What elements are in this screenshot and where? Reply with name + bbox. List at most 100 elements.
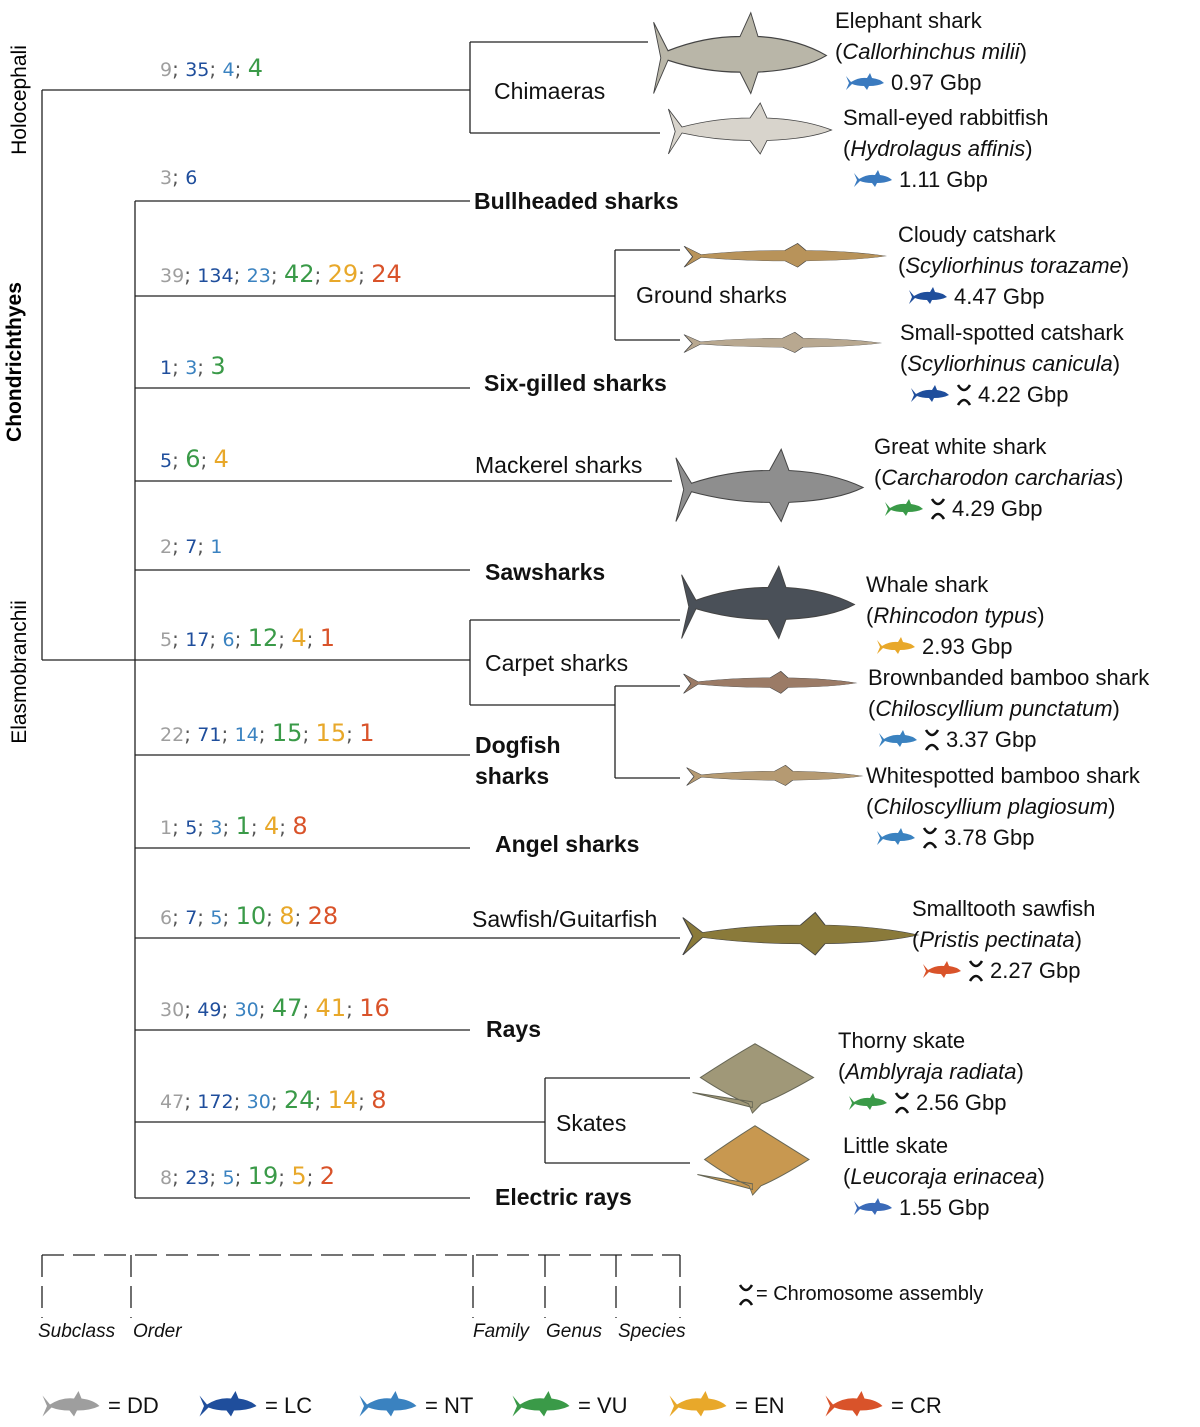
genome-line: 0.97 Gbp — [845, 67, 1027, 98]
latin-name: Rhincodon typus — [873, 603, 1038, 628]
order-label: Dogfish sharks — [475, 732, 561, 789]
status-icon — [909, 286, 947, 304]
status-icon — [359, 1391, 417, 1417]
count: 14 — [327, 1086, 359, 1114]
legend-label: = DD — [108, 1393, 159, 1418]
separator: ; — [197, 905, 211, 929]
order-label: Bullheaded sharks — [474, 188, 679, 214]
separator: ; — [172, 627, 186, 651]
genome-size: 3.37 Gbp — [946, 727, 1037, 752]
level-label: Order — [133, 1321, 182, 1342]
class-label: Chondrichthyes — [3, 282, 26, 442]
order-label: Skates — [556, 1110, 627, 1136]
chromosome-icon — [924, 728, 940, 751]
species-info: Small-eyed rabbitfish (Hydrolagus affinis… — [843, 102, 1048, 195]
order-label: Six-gilled sharks — [484, 370, 667, 396]
status-icon — [911, 384, 949, 402]
subclass-label: Elasmobranchii — [8, 600, 31, 744]
separator: ; — [270, 1089, 284, 1113]
status-icon — [846, 72, 884, 90]
separator: ; — [172, 1165, 186, 1189]
species-drawing — [683, 243, 888, 268]
status-icon — [669, 1391, 727, 1417]
species-info: Great white shark (Carcharodon carcharias… — [874, 431, 1123, 524]
species-name: Cloudy catshark — [898, 222, 1056, 247]
count: 3 — [185, 357, 198, 379]
latin-name: Amblyraja radiata — [845, 1059, 1017, 1084]
count: 8 — [371, 1086, 387, 1114]
count: 29 — [327, 260, 359, 288]
legend-label: = EN — [735, 1393, 785, 1418]
count: 172 — [197, 1091, 234, 1113]
status-icon — [199, 1391, 257, 1417]
genome-line: 3.78 Gbp — [876, 822, 1140, 853]
species-drawing — [692, 1043, 815, 1114]
latin-name: Scyliorhinus torazame — [905, 253, 1122, 278]
species-name: Little skate — [843, 1133, 949, 1158]
taxon-counts: 30; 49; 30; 47; 41; 16 — [160, 994, 390, 1022]
species-info: Thorny skate (Amblyraja radiata) 2.56 Gbp — [838, 1025, 1024, 1118]
chromosome-legend: = Chromosome assembly — [738, 1283, 983, 1306]
latin-name: Hydrolagus affinis — [850, 136, 1026, 161]
count: 41 — [315, 994, 347, 1022]
count: 4 — [291, 624, 307, 652]
subclass-label: Holocephali — [8, 45, 31, 155]
count: 12 — [247, 624, 279, 652]
species-drawing — [697, 1125, 810, 1196]
separator: ; — [234, 627, 248, 651]
separator: ; — [258, 997, 272, 1021]
taxon-counts: 5; 17; 6; 12; 4; 1 — [160, 624, 335, 652]
separator: ; — [279, 815, 293, 839]
genome-line: 2.93 Gbp — [876, 631, 1045, 662]
separator: ; — [233, 263, 247, 287]
genome-size: 4.47 Gbp — [954, 284, 1045, 309]
legend-label: = NT — [425, 1393, 474, 1418]
separator: ; — [209, 627, 223, 651]
count: 4 — [222, 59, 235, 81]
count: 2 — [319, 1162, 336, 1190]
count: 9 — [160, 59, 173, 81]
legend-label: = VU — [578, 1393, 628, 1418]
chromosome-icon — [968, 959, 984, 982]
order-label: Ground sharks — [636, 282, 787, 308]
species-name: Smalltooth sawfish — [912, 896, 1096, 921]
separator: ; — [270, 263, 284, 287]
latin-line: (Pristis pectinata) — [912, 927, 1082, 952]
order-label: Chimaeras — [494, 78, 606, 104]
count: 5 — [210, 907, 223, 929]
count: 47 — [271, 994, 303, 1022]
genome-line: 3.37 Gbp — [878, 724, 1149, 755]
taxon-counts: 9; 35; 4; 4 — [160, 54, 263, 82]
separator: ; — [278, 627, 292, 651]
species-info: Little skate (Leucoraja erinacea) 1.55 Gbp — [843, 1130, 1045, 1223]
count: 3 — [160, 167, 173, 189]
taxon-counts: 6; 7; 5; 10; 8; 28 — [160, 902, 338, 930]
separator: ; — [278, 1165, 292, 1189]
latin-name: Pristis pectinata — [919, 927, 1075, 952]
separator: ; — [200, 448, 214, 472]
latin-line: (Chiloscyllium plagiosum) — [866, 794, 1116, 819]
count: 2 — [160, 536, 173, 558]
latin-line: (Scyliorhinus canicula) — [900, 351, 1121, 376]
count: 1 — [160, 357, 173, 379]
latin-name: Callorhinchus milii — [842, 39, 1020, 64]
separator: ; — [172, 905, 186, 929]
status-icon — [877, 636, 915, 654]
count: 42 — [283, 260, 315, 288]
status-icon — [849, 1092, 887, 1110]
level-label: Species — [618, 1321, 686, 1342]
species-name: Small-eyed rabbitfish — [843, 105, 1049, 130]
separator: ; — [172, 57, 186, 81]
count: 15 — [271, 719, 303, 747]
species-info: Smalltooth sawfish (Pristis pectinata) 2.2… — [912, 893, 1095, 986]
separator: ; — [266, 905, 280, 929]
legend-label: = CR — [891, 1393, 942, 1418]
legend-item: = NT — [357, 1391, 473, 1421]
separator: ; — [222, 815, 236, 839]
species-drawing — [682, 911, 920, 956]
separator: ; — [197, 355, 211, 379]
latin-line: (Rhincodon typus) — [866, 603, 1045, 628]
count: 71 — [197, 724, 222, 746]
